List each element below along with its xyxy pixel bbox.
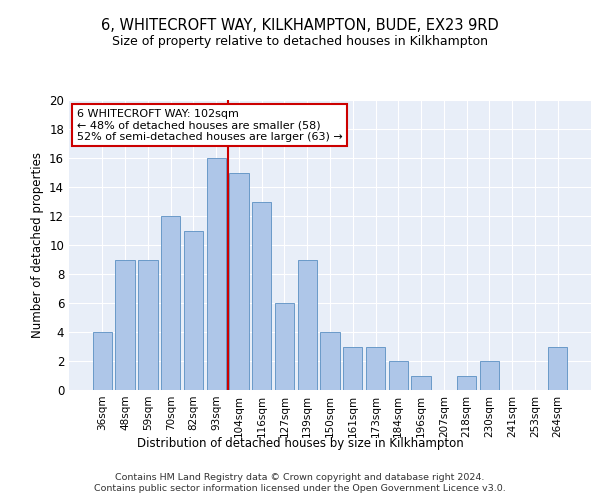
Text: 6, WHITECROFT WAY, KILKHAMPTON, BUDE, EX23 9RD: 6, WHITECROFT WAY, KILKHAMPTON, BUDE, EX… <box>101 18 499 32</box>
Bar <box>366 346 385 390</box>
Bar <box>298 260 317 390</box>
Bar <box>206 158 226 390</box>
Bar <box>252 202 271 390</box>
Text: 6 WHITECROFT WAY: 102sqm
← 48% of detached houses are smaller (58)
52% of semi-d: 6 WHITECROFT WAY: 102sqm ← 48% of detach… <box>77 108 343 142</box>
Bar <box>275 303 294 390</box>
Text: Contains HM Land Registry data © Crown copyright and database right 2024.: Contains HM Land Registry data © Crown c… <box>115 472 485 482</box>
Bar <box>412 376 431 390</box>
Bar <box>115 260 135 390</box>
Bar <box>229 172 248 390</box>
Bar <box>457 376 476 390</box>
Bar <box>343 346 362 390</box>
Bar <box>548 346 567 390</box>
Bar <box>479 361 499 390</box>
Bar <box>184 230 203 390</box>
Text: Contains public sector information licensed under the Open Government Licence v3: Contains public sector information licen… <box>94 484 506 493</box>
Text: Distribution of detached houses by size in Kilkhampton: Distribution of detached houses by size … <box>137 438 463 450</box>
Bar <box>320 332 340 390</box>
Text: Size of property relative to detached houses in Kilkhampton: Size of property relative to detached ho… <box>112 35 488 48</box>
Bar <box>389 361 408 390</box>
Bar <box>161 216 181 390</box>
Bar <box>93 332 112 390</box>
Y-axis label: Number of detached properties: Number of detached properties <box>31 152 44 338</box>
Bar <box>138 260 158 390</box>
